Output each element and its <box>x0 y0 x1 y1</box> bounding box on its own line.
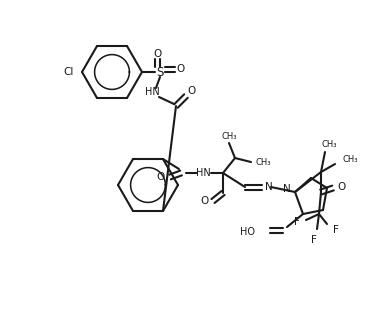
Text: CH₃: CH₃ <box>221 131 237 141</box>
Text: O: O <box>200 196 208 206</box>
Text: Cl: Cl <box>63 67 74 77</box>
Text: O: O <box>156 172 164 182</box>
Text: HN: HN <box>145 87 159 97</box>
Text: HN: HN <box>196 168 211 178</box>
Text: HO: HO <box>240 227 255 237</box>
Text: CH₃: CH₃ <box>342 155 358 164</box>
Text: CH₃: CH₃ <box>321 140 337 149</box>
Text: F: F <box>294 217 300 227</box>
Text: F: F <box>333 225 339 235</box>
Text: N: N <box>265 182 273 192</box>
Text: O: O <box>176 64 184 74</box>
Text: N: N <box>283 184 291 194</box>
Text: O: O <box>337 182 345 192</box>
Text: O: O <box>153 49 161 59</box>
Text: CH₃: CH₃ <box>255 158 271 166</box>
Text: S: S <box>156 66 164 78</box>
Text: F: F <box>311 235 317 245</box>
Text: O: O <box>187 86 195 96</box>
